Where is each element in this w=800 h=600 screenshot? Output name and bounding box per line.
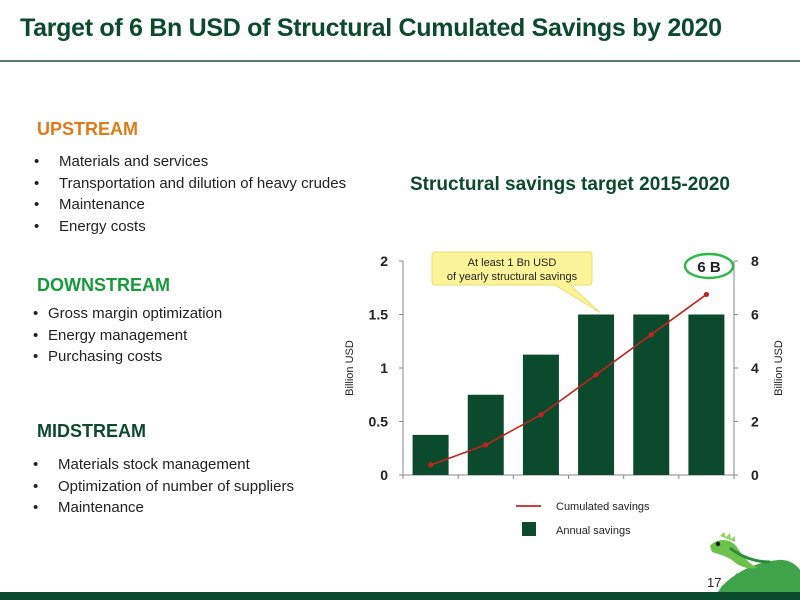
y-tick-label-right: 2 xyxy=(751,414,759,430)
y-tick-label-right: 8 xyxy=(751,253,759,269)
list-item: Purchasing costs xyxy=(33,346,222,368)
legend-bar-swatch xyxy=(522,522,536,536)
y-tick-label-left: 1.5 xyxy=(369,307,389,323)
list-item: Materials stock management xyxy=(33,454,294,476)
y-tick-label-right: 0 xyxy=(751,467,759,483)
callout-text-line1: At least 1 Bn USD xyxy=(468,257,557,269)
badge-ring xyxy=(683,252,735,280)
annual-savings-bar xyxy=(688,314,725,475)
savings-chart: 0 0.5 1 1.5 2 0 2 4 6 8 Billion USD Billion USD At l… xyxy=(344,251,785,537)
cumulated-savings-point xyxy=(648,331,654,338)
annual-savings-bar xyxy=(578,314,615,475)
annual-savings-bar xyxy=(633,314,670,475)
cumulated-savings-point xyxy=(538,412,544,418)
annual-savings-bar xyxy=(467,394,504,475)
badge-text: 6 B xyxy=(697,259,721,276)
page-title: Target of 6 Bn USD of Structural Cumulat… xyxy=(20,14,722,42)
list-item: Gross margin optimization xyxy=(33,303,222,325)
downstream-list: Gross margin optimization Energy managem… xyxy=(33,303,222,368)
list-item: Energy costs xyxy=(34,216,346,238)
midstream-list: Materials stock management Optimization … xyxy=(33,454,294,519)
legend-label-cumulated: Cumulated savings xyxy=(556,501,650,513)
downstream-heading: DOWNSTREAM xyxy=(37,275,170,295)
list-item: Materials and services xyxy=(34,151,346,173)
list-item: Energy management xyxy=(33,325,222,347)
upstream-list: Materials and services Transportation an… xyxy=(34,151,346,238)
legend-label-annual: Annual savings xyxy=(556,525,631,537)
list-item: Maintenance xyxy=(33,497,294,519)
y-tick-label-right: 6 xyxy=(751,307,759,323)
list-item: Transportation and dilution of heavy cru… xyxy=(34,173,346,195)
page-number: 17 xyxy=(707,575,722,590)
callout-text-line2: of yearly structural savings xyxy=(447,271,578,283)
footer-bar xyxy=(0,592,800,600)
chart-title: Structural savings target 2015-2020 xyxy=(410,174,730,195)
cumulated-savings-line xyxy=(430,293,707,466)
y-tick-label-right: 4 xyxy=(751,360,759,376)
iguana-icon xyxy=(710,532,800,592)
cumulated-savings-point xyxy=(427,462,434,468)
y-tick-label-left: 2 xyxy=(380,253,388,269)
y-axis-label-right: Billion USD xyxy=(773,340,785,396)
y-tick-label-left: 0 xyxy=(380,467,388,483)
upstream-heading: UPSTREAM xyxy=(37,119,139,139)
cumulated-savings-point xyxy=(483,442,489,448)
y-tick-label-left: 0.5 xyxy=(369,414,389,430)
list-item: Maintenance xyxy=(34,194,346,216)
annual-savings-bar xyxy=(412,434,449,475)
list-item: Optimization of number of suppliers xyxy=(33,476,294,498)
cumulated-savings-point xyxy=(703,291,710,298)
title-divider xyxy=(0,60,800,62)
callout-bubble xyxy=(431,251,601,313)
y-tick-label-left: 1 xyxy=(380,360,388,376)
y-axis-label-left: Billion USD xyxy=(344,340,356,396)
cumulated-savings-point xyxy=(593,372,599,378)
midstream-heading: MIDSTREAM xyxy=(37,421,146,441)
